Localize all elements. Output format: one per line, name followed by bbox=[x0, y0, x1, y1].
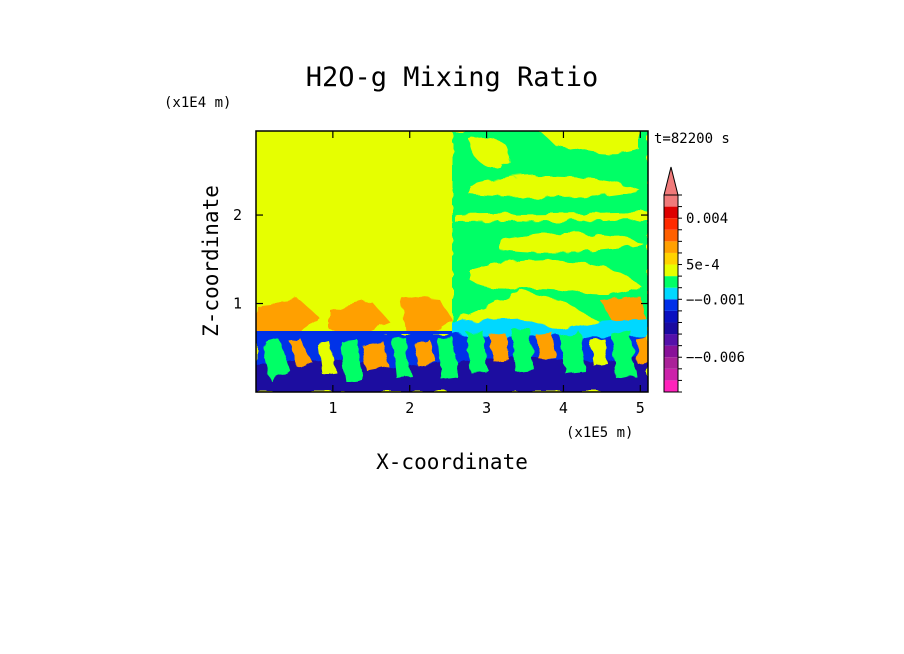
heatmap-field bbox=[256, 131, 648, 392]
colorbar-swatch bbox=[664, 229, 678, 242]
x-tick-label: 4 bbox=[559, 399, 568, 417]
x-axis-title: X-coordinate bbox=[376, 450, 528, 474]
colorbar-extend-arrow bbox=[663, 166, 679, 196]
colorbar-swatch bbox=[664, 380, 678, 392]
plot-frame bbox=[255, 130, 649, 393]
x-tick-label: 2 bbox=[405, 399, 414, 417]
colorbar: 0.004 5e-4 −−0.001 −−0.006 bbox=[663, 166, 745, 393]
colorbar-label: 0.004 bbox=[686, 211, 728, 227]
colorbar-swatch bbox=[664, 299, 678, 311]
top-layer-boundary bbox=[256, 331, 452, 334]
colorbar-swatch bbox=[664, 241, 678, 253]
y-tick-label: 2 bbox=[233, 206, 242, 224]
colorbar-swatch bbox=[664, 218, 678, 230]
colorbar-swatch bbox=[664, 322, 678, 335]
colorbar-swatch bbox=[664, 276, 678, 288]
y-axis-title: Z-coordinate bbox=[199, 185, 223, 337]
colorbar-swatch bbox=[664, 345, 678, 358]
colorbar-swatch bbox=[664, 287, 678, 300]
yellow-patches bbox=[455, 131, 648, 295]
colorbar-label: −−0.006 bbox=[686, 350, 745, 366]
x-tick-label: 1 bbox=[328, 399, 337, 417]
y-scale-label: (x1E4 m) bbox=[164, 95, 231, 111]
y-tick-label: 1 bbox=[233, 295, 242, 313]
colorbar-swatch bbox=[664, 310, 678, 323]
orange-patches bbox=[256, 296, 648, 334]
colorbar-frame bbox=[663, 194, 679, 393]
chart-title: H2O-g Mixing Ratio bbox=[306, 62, 599, 93]
colorbar-swatch bbox=[664, 252, 678, 265]
x-tick-label: 3 bbox=[482, 399, 491, 417]
colorbar-swatch bbox=[664, 368, 678, 381]
x-scale-label: (x1E5 m) bbox=[566, 425, 633, 441]
y-axis-ticks: 12 bbox=[233, 206, 648, 313]
colorbar-swatch bbox=[664, 357, 678, 369]
colorbar-swatch bbox=[664, 206, 678, 219]
colorbar-swatch bbox=[664, 195, 678, 207]
colorbar-label: 5e-4 bbox=[686, 258, 720, 274]
time-label: t=82200 s bbox=[654, 131, 730, 147]
colorbar-label: −−0.001 bbox=[686, 292, 745, 308]
colorbar-swatch bbox=[664, 334, 678, 346]
x-tick-label: 5 bbox=[636, 399, 645, 417]
turbulent-streaks bbox=[262, 328, 648, 382]
x-axis-ticks: 1 2 3 4 5 bbox=[328, 131, 645, 417]
colorbar-swatch bbox=[664, 264, 678, 277]
